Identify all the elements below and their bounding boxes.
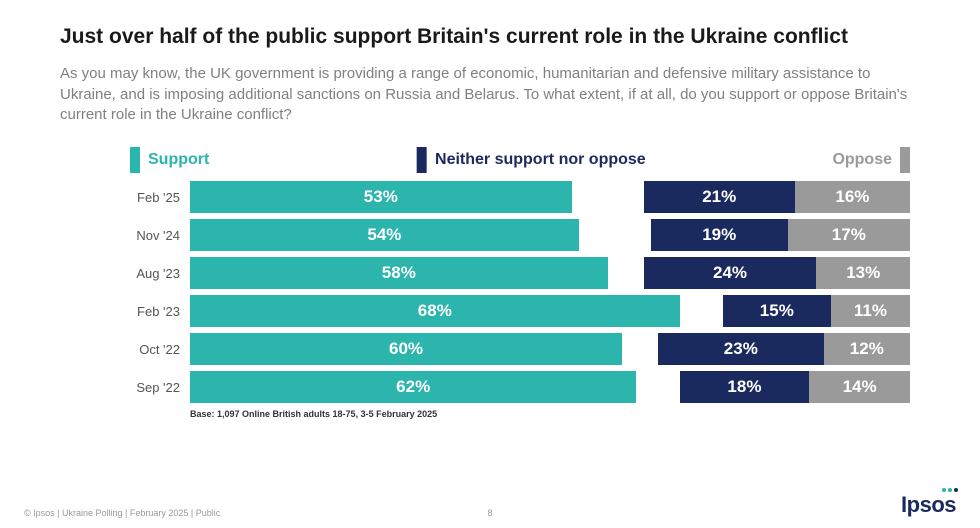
bar-segment-support: 58% [190, 257, 608, 289]
logo-dot-icon [954, 488, 958, 492]
bar-track: 53% 21%16% [190, 181, 910, 213]
bar-row: Sep '2262% 18%14% [130, 371, 910, 403]
bar-track: 58% 24%13% [190, 257, 910, 289]
bar-row: Aug '2358% 24%13% [130, 257, 910, 289]
legend-swatch-support [130, 147, 140, 173]
bar-segment-oppose: 11% [831, 295, 910, 327]
logo-text: Ipsos [901, 492, 956, 517]
row-label: Nov '24 [130, 228, 190, 243]
bar-segment-oppose: 13% [816, 257, 910, 289]
chart: Support Neither support nor oppose Oppos… [60, 147, 920, 419]
bar-track: 60% 23%12% [190, 333, 910, 365]
bar-segment-support: 54% [190, 219, 579, 251]
bar-segment-support: 68% [190, 295, 680, 327]
bar-row: Oct '2260% 23%12% [130, 333, 910, 365]
bar-segment-support: 53% [190, 181, 572, 213]
bar-segment-neither: 18% [680, 371, 810, 403]
legend-oppose: Oppose [832, 147, 910, 173]
legend-swatch-neither [417, 147, 427, 173]
bar-segment-oppose: 12% [824, 333, 910, 365]
legend-label-neither: Neither support nor oppose [435, 151, 646, 169]
logo-dots [942, 488, 958, 492]
ipsos-logo: Ipsos [901, 492, 956, 518]
logo-dot-icon [942, 488, 946, 492]
bar-rows: Feb '2553%21%16%Nov '2454%19%17%Aug '235… [130, 181, 910, 403]
bar-segment-oppose: 14% [809, 371, 910, 403]
footer-copyright: © Ipsos | Ukraine Polling | February 202… [24, 508, 220, 518]
row-label: Feb '23 [130, 304, 190, 319]
row-label: Feb '25 [130, 190, 190, 205]
row-label: Aug '23 [130, 266, 190, 281]
bar-row: Feb '2368% 15%11% [130, 295, 910, 327]
base-note: Base: 1,097 Online British adults 18-75,… [130, 409, 910, 419]
bar-segment-oppose: 16% [795, 181, 910, 213]
row-label: Oct '22 [130, 342, 190, 357]
legend-neither: Neither support nor oppose [417, 147, 646, 173]
bar-segment-support: 60% [190, 333, 622, 365]
logo-dot-icon [948, 488, 952, 492]
legend-label-oppose: Oppose [832, 151, 892, 169]
bar-segment-neither: 24% [644, 257, 817, 289]
bar-row: Nov '2454% 19%17% [130, 219, 910, 251]
question-text: As you may know, the UK government is pr… [60, 64, 920, 125]
bar-segment-support: 62% [190, 371, 636, 403]
page-number: 8 [487, 508, 492, 518]
bar-segment-neither: 19% [651, 219, 788, 251]
bar-track: 54% 19%17% [190, 219, 910, 251]
bar-segment-oppose: 17% [788, 219, 910, 251]
legend-label-support: Support [148, 151, 209, 169]
row-label: Sep '22 [130, 380, 190, 395]
bar-row: Feb '2553% 21%16% [130, 181, 910, 213]
bar-track: 62% 18%14% [190, 371, 910, 403]
bar-segment-neither: 15% [723, 295, 831, 327]
bar-segment-neither: 23% [658, 333, 824, 365]
legend-swatch-oppose [900, 147, 910, 173]
bar-track: 68% 15%11% [190, 295, 910, 327]
page-title: Just over half of the public support Bri… [60, 24, 920, 50]
legend: Support Neither support nor oppose Oppos… [130, 147, 910, 173]
bar-segment-neither: 21% [644, 181, 795, 213]
legend-support: Support [130, 147, 209, 173]
